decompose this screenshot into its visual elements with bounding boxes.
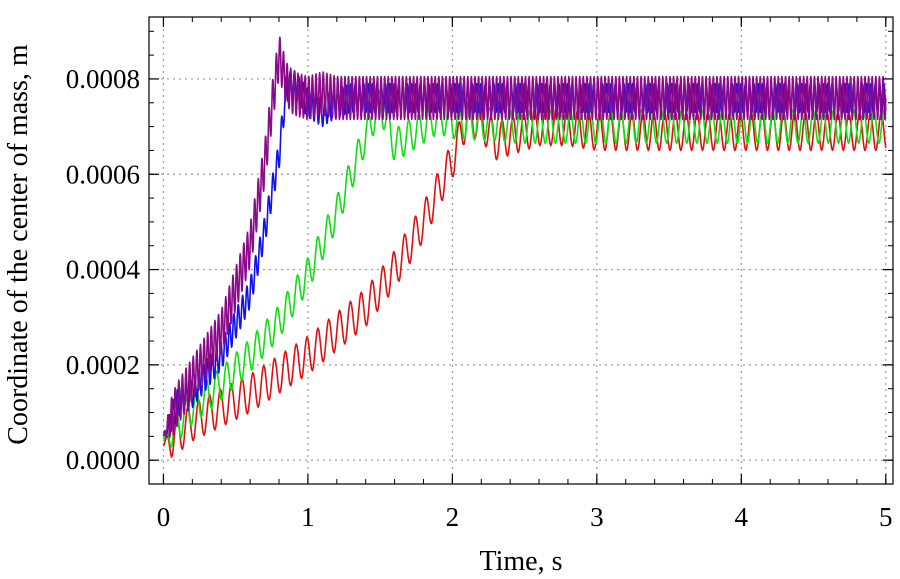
y-tick-label: 0.0004 bbox=[66, 255, 141, 285]
x-tick-label: 1 bbox=[301, 502, 315, 532]
grid-lines bbox=[149, 17, 893, 484]
y-tick-label: 0.0006 bbox=[66, 159, 140, 189]
series-line-4 bbox=[162, 36, 887, 439]
y-tick-labels: 0.0000 0.0002 0.0004 0.0006 0.0008 bbox=[66, 64, 141, 475]
y-tick-label: 0.0002 bbox=[66, 350, 140, 380]
tick-marks bbox=[149, 17, 893, 484]
x-tick-label: 5 bbox=[879, 502, 893, 532]
x-tick-labels: 0 1 2 3 4 5 bbox=[157, 502, 893, 532]
x-tick-label: 4 bbox=[735, 502, 749, 532]
y-tick-label: 0.0000 bbox=[66, 445, 140, 475]
y-axis-title: Coordinate of the center of mass, m bbox=[3, 44, 34, 445]
x-tick-label: 0 bbox=[157, 502, 171, 532]
y-tick-label: 0.0008 bbox=[66, 64, 140, 94]
series-layer bbox=[162, 36, 887, 458]
x-tick-label: 2 bbox=[446, 502, 460, 532]
series-line-2 bbox=[162, 89, 887, 448]
plot-frame bbox=[148, 16, 894, 485]
x-axis-title: Time, s bbox=[479, 546, 562, 577]
series-line-1 bbox=[162, 98, 887, 458]
x-tick-label: 3 bbox=[590, 502, 604, 532]
